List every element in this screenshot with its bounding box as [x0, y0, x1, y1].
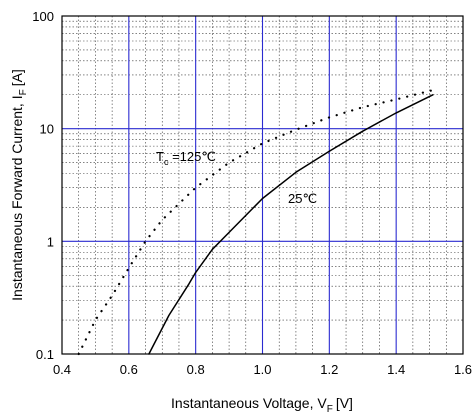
y-tick-label: 0.1 [36, 347, 54, 362]
series-line-125c [77, 88, 434, 356]
x-axis-label-subscript: F [327, 404, 333, 415]
tick-labels: 0.4 0.6 0.8 1.0 1.2 1.4 1.6 0.1 1 10 100 [32, 9, 472, 377]
y-axis-label-main: Instantaneous Forward Current, I [9, 95, 25, 300]
y-tick-label: 10 [40, 122, 54, 137]
y-tick-label: 1 [47, 234, 54, 249]
plot-frame [61, 15, 464, 355]
x-axis-label: Instantaneous Voltage, VF [V] [171, 395, 353, 415]
x-tick-label: 1.6 [454, 362, 472, 377]
series-label-25c: 25℃ [288, 191, 317, 206]
series-label-125c-main: T [156, 149, 164, 164]
x-axis-label-main: Instantaneous Voltage, V [171, 395, 327, 411]
x-tick-label: 0.8 [187, 362, 205, 377]
y-axis-label-subscript: F [18, 89, 29, 95]
series-label-125c-subscript: c [164, 157, 169, 167]
grid [62, 16, 463, 354]
y-axis-label: Instantaneous Forward Current, IF [A] [9, 69, 29, 301]
series-label-125c: Tc =125℃ [156, 149, 216, 167]
series-line-25c [148, 94, 434, 355]
y-tick-label: 100 [32, 9, 54, 24]
series-group [77, 88, 434, 356]
x-tick-label: 1.2 [320, 362, 338, 377]
x-axis-label-unit: [V] [336, 395, 353, 411]
y-axis-label-unit: [A] [9, 69, 25, 86]
series-label-125c-suffix: =125℃ [168, 149, 216, 164]
x-tick-label: 1.4 [387, 362, 405, 377]
x-tick-label: 1.0 [253, 362, 271, 377]
x-tick-label: 0.4 [53, 362, 71, 377]
x-tick-label: 0.6 [120, 362, 138, 377]
